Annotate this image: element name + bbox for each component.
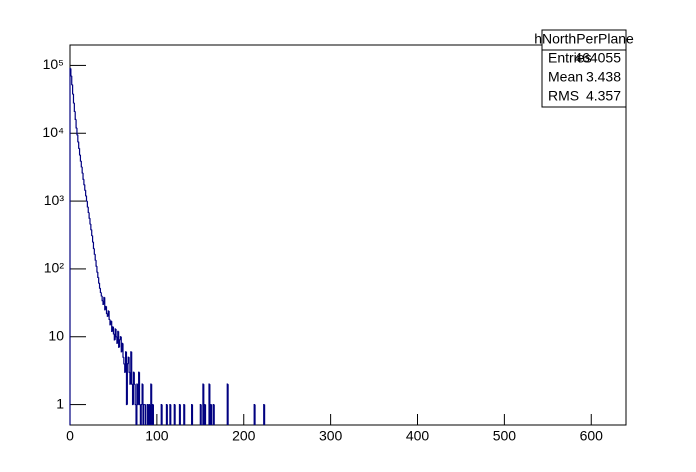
x-tick-label: 200 [232, 428, 256, 444]
y-tick-label: 10 [48, 327, 64, 343]
histogram-bin [72, 93, 75, 104]
x-tick-label: 300 [319, 428, 343, 444]
stats-label: Mean [548, 69, 583, 85]
histogram-bin [83, 179, 85, 186]
histogram-bin [95, 260, 97, 267]
histogram-bin [115, 329, 117, 338]
histogram-bin [81, 166, 84, 174]
x-tick-label: 500 [493, 428, 517, 444]
histogram-bin [129, 372, 131, 385]
histogram-bin [138, 371, 140, 405]
y-tick-label: 10³ [44, 192, 65, 208]
histogram-bin [263, 403, 265, 425]
histogram-bin [212, 403, 215, 425]
histogram-bin [86, 201, 89, 208]
histogram-bin [183, 403, 185, 425]
x-tick-label: 400 [406, 428, 430, 444]
histogram-bin [151, 403, 154, 425]
histogram-bin [191, 403, 193, 425]
histogram-bin [71, 75, 73, 86]
histogram-bin [106, 313, 109, 317]
histogram-bin [199, 403, 202, 425]
histogram-bin [253, 403, 256, 425]
histogram-bin [173, 403, 176, 425]
stats-label: Entries [548, 50, 592, 66]
histogram-bin [114, 328, 117, 340]
histogram-bin [178, 403, 181, 425]
histogram-bin [80, 160, 83, 168]
histogram-bin [82, 172, 84, 180]
histogram-bin [128, 357, 130, 373]
stats-title: hNorthPerPlane [534, 31, 634, 47]
histogram-bin [117, 330, 119, 344]
stats-box: hNorthPerPlane [534, 29, 634, 108]
histogram-bin [90, 223, 92, 231]
y-tick-label: 10² [44, 260, 65, 276]
histogram-bin [72, 84, 74, 95]
histogram-bin [87, 206, 90, 214]
histogram-bin [134, 384, 137, 406]
histogram-bin [123, 357, 125, 365]
histogram-bin [98, 282, 101, 289]
histogram-bin [118, 331, 120, 348]
stats-value: 4.357 [586, 88, 621, 104]
histogram-bin [78, 141, 80, 149]
y-tick-label: 1 [56, 395, 64, 411]
histogram-bin [204, 403, 206, 425]
histogram-bin [99, 288, 102, 294]
stats-value: 464055 [574, 50, 621, 66]
histogram-bin [169, 403, 171, 425]
histogram-bin [165, 403, 168, 425]
histogram-bin [120, 336, 123, 353]
histogram-bin [143, 403, 145, 425]
histogram-bin [109, 319, 111, 326]
histogram-bin [103, 296, 105, 305]
histogram-bin [148, 403, 150, 425]
histogram-bin [100, 292, 103, 297]
histogram-bin [138, 372, 141, 406]
histogram-bin [210, 403, 212, 425]
histogram-bin [110, 320, 112, 325]
histogram-bin [160, 403, 163, 425]
histogram-bin [132, 371, 135, 405]
x-tick-label: 100 [145, 428, 169, 444]
histogram-bin [111, 326, 114, 332]
histogram-bin [119, 336, 122, 340]
histogram-bin [146, 403, 149, 425]
histogram-bin [116, 336, 118, 344]
y-tick-label: 10⁵ [43, 56, 64, 72]
stats-frame [541, 29, 627, 108]
x-tick-label: 0 [66, 428, 74, 444]
x-tick-label: 600 [580, 428, 604, 444]
stats-value: 3.438 [586, 69, 621, 85]
stats-label: RMS [548, 88, 579, 104]
y-tick-label: 10⁴ [42, 124, 64, 140]
histogram-bin [94, 254, 97, 261]
